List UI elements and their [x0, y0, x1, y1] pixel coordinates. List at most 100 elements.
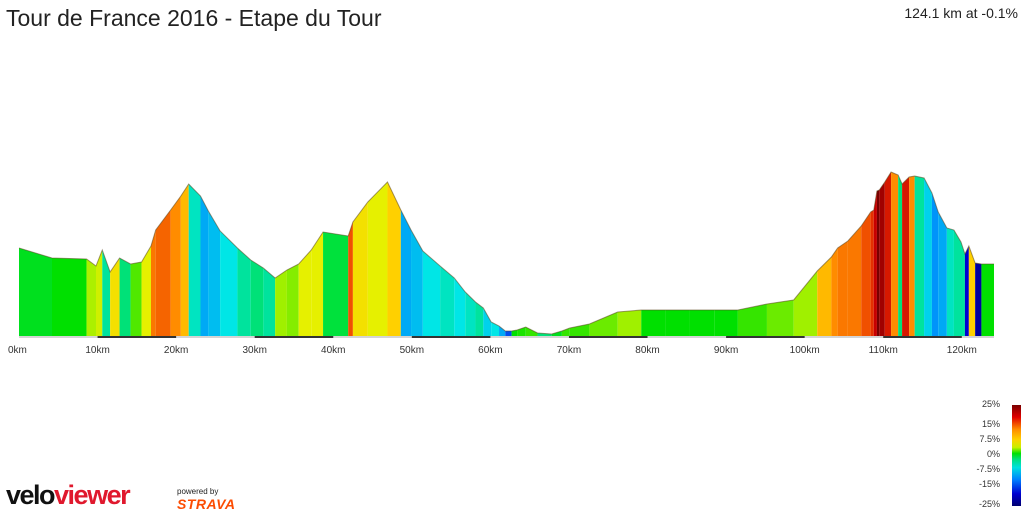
- profile-segment: [86, 259, 96, 336]
- page-title: Tour de France 2016 - Etape du Tour: [6, 5, 382, 31]
- x-tick-label: 80km: [635, 345, 659, 356]
- profile-segment: [387, 182, 401, 336]
- profile-segment: [298, 250, 312, 336]
- strava-logo[interactable]: STRAVA: [177, 496, 236, 512]
- profile-segment: [483, 308, 492, 336]
- profile-segment: [946, 228, 954, 336]
- profile-segment: [617, 310, 642, 336]
- profile-segment: [953, 230, 962, 336]
- profile-segment: [837, 241, 848, 336]
- profile-segment: [95, 250, 103, 336]
- profile-segment: [665, 310, 690, 336]
- profile-segment: [931, 193, 939, 336]
- profile-segment: [119, 258, 131, 336]
- profile-segment: [155, 210, 171, 336]
- x-axis-band: [97, 336, 177, 338]
- profile-segment: [975, 263, 982, 336]
- profile-segment: [884, 172, 892, 336]
- profile-segment: [861, 212, 871, 336]
- profile-segment: [465, 292, 476, 336]
- scale-label-0: 0%: [986, 449, 1000, 459]
- logo-viewer: viewer: [54, 480, 131, 510]
- profile-segment: [141, 246, 151, 336]
- profile-segment: [898, 175, 903, 336]
- profile-segment: [422, 251, 441, 336]
- profile-segment: [110, 258, 120, 336]
- profile-segment: [870, 210, 874, 336]
- x-axis-band: [568, 336, 648, 338]
- x-tick-label: 0km: [8, 345, 27, 356]
- profile-segment: [914, 176, 925, 336]
- profile-segment: [323, 232, 349, 336]
- profile-segment: [170, 196, 181, 336]
- profile-segment: [250, 260, 264, 336]
- veloviewer-logo[interactable]: veloviewer: [6, 480, 131, 511]
- scale-label-25: 25%: [981, 399, 1000, 409]
- profile-segment: [569, 324, 590, 336]
- profile-segments: [19, 172, 994, 336]
- x-tick-label: 110km: [869, 345, 898, 356]
- profile-segment: [19, 248, 52, 336]
- profile-segment: [237, 248, 251, 336]
- profile-segment: [275, 270, 287, 336]
- scale-label-7-5: 7.5%: [979, 434, 1000, 444]
- profile-segment: [589, 312, 618, 336]
- profile-segment: [924, 178, 932, 336]
- profile-segment: [475, 302, 484, 336]
- profile-segment: [440, 266, 455, 336]
- profile-segment: [641, 310, 666, 336]
- profile-outline-line: [18, 171, 994, 335]
- x-tick-label: 30km: [242, 345, 266, 356]
- x-tick-labels: 0km 10km 20km 30km 40km 50km 60km 70km 80km 90km 1…: [8, 345, 977, 356]
- profile-segment: [411, 230, 423, 336]
- powered-by-label: powered by: [177, 487, 219, 496]
- gradient-legend: 25% 15% 7.5% 0% -7.5% -15% -25%: [964, 396, 1024, 512]
- profile-segment: [263, 268, 276, 336]
- profile-segment: [793, 271, 818, 336]
- profile-segment: [902, 177, 910, 336]
- profile-segment: [689, 310, 715, 336]
- profile-segment: [200, 196, 209, 336]
- x-tick-label: 70km: [557, 345, 581, 356]
- profile-segment: [561, 328, 570, 336]
- x-tick-label: 60km: [478, 345, 502, 356]
- profile-segment: [505, 331, 512, 336]
- x-axis-band: [254, 336, 334, 338]
- profile-segment: [938, 212, 947, 336]
- x-tick-label: 90km: [714, 345, 738, 356]
- x-axis: [19, 336, 994, 338]
- x-tick-label: 100km: [790, 345, 820, 356]
- profile-segment: [180, 184, 189, 336]
- profile-segment: [981, 264, 994, 336]
- profile-segment: [286, 264, 299, 336]
- profile-segment: [968, 246, 976, 336]
- profile-segment: [220, 231, 238, 336]
- x-tick-label: 10km: [85, 345, 109, 356]
- profile-segment: [964, 246, 969, 336]
- x-axis-band: [883, 336, 962, 338]
- profile-segment: [454, 278, 466, 336]
- profile-segment: [847, 226, 862, 336]
- scale-label-neg-15: -15%: [978, 479, 1000, 489]
- scale-label-neg-25: -25%: [978, 499, 1000, 509]
- profile-segment: [311, 232, 324, 336]
- logo-velo: velo: [6, 480, 56, 510]
- x-tick-label: 50km: [400, 345, 424, 356]
- profile-segment: [367, 182, 388, 336]
- profile-segment: [348, 222, 353, 336]
- x-axis-band: [726, 336, 805, 338]
- profile-segment: [51, 258, 87, 336]
- profile-segment: [102, 250, 111, 336]
- profile-segment: [909, 176, 915, 336]
- profile-segment: [876, 190, 880, 336]
- profile-segment: [525, 327, 538, 336]
- profile-segment: [961, 242, 965, 336]
- x-axis-band: [411, 336, 491, 338]
- x-tick-label: 40km: [321, 345, 345, 356]
- profile-segment: [766, 300, 794, 336]
- distance-gradient-summary: 124.1 km at -0.1%: [904, 5, 1018, 21]
- profile-segment: [737, 304, 767, 336]
- profile-segment: [879, 182, 885, 336]
- profile-segment: [511, 330, 518, 336]
- x-tick-label: 20km: [164, 345, 188, 356]
